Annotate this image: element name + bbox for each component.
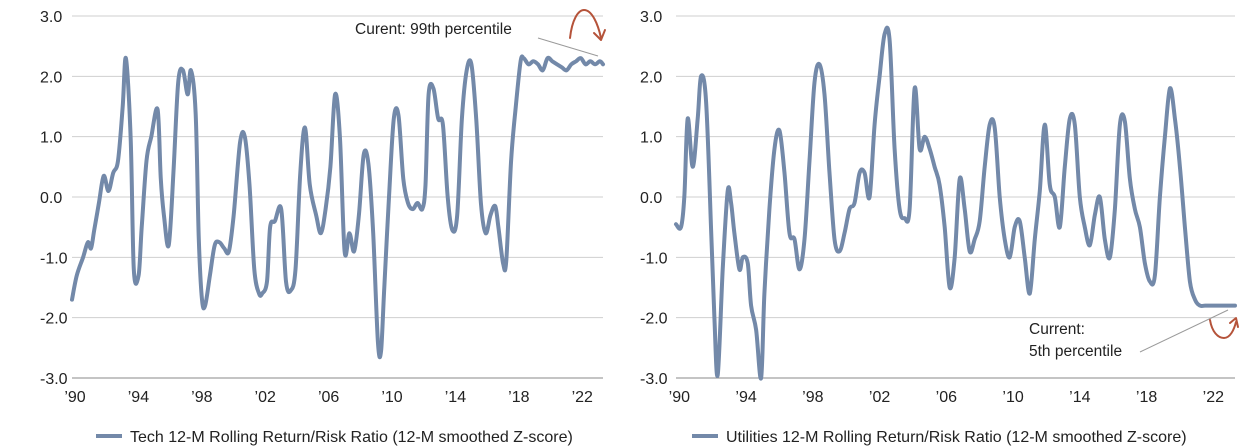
x-tick-label: ’06 [936, 389, 957, 406]
utilities-chart-panel: 3.0 2.0 1.0 0.0 -1.0 -2.0 -3.0’90 ’94 ’98 ’02 ’06 ’… [640, 9, 1239, 446]
annotation-leader [537, 37, 599, 57]
y-tick-label: 3.0 [40, 9, 62, 26]
x-tick-label: ’18 [1136, 389, 1157, 406]
series-line [674, 25, 1237, 381]
x-tick-label: ’90 [669, 389, 690, 406]
downturn-arrow-icon [569, 8, 602, 39]
x-tick-label: ’14 [445, 389, 466, 406]
y-tick-label: 2.0 [40, 69, 62, 86]
x-tick-label: ’06 [318, 389, 339, 406]
y-tick-label: 3.0 [640, 9, 662, 26]
x-tick-label: ’10 [381, 389, 402, 406]
y-tick-label: -1.0 [40, 250, 68, 267]
upturn-arrow-icon [1209, 319, 1237, 340]
y-tick-label: -2.0 [40, 311, 68, 328]
x-tick-label: ’90 [64, 389, 85, 406]
y-tick-label: -2.0 [640, 311, 668, 328]
series-line [70, 54, 605, 360]
x-tick-label: ’02 [869, 389, 890, 406]
arrow-head-icon [593, 29, 606, 41]
annotation-text: Current: [1029, 321, 1085, 338]
y-tick-label: -3.0 [40, 371, 68, 388]
y-tick-label: 0.0 [40, 190, 62, 207]
y-tick-label: 2.0 [640, 69, 662, 86]
x-tick-label: ’02 [255, 389, 276, 406]
x-tick-label: ’22 [572, 389, 593, 406]
annotation-leader [1139, 309, 1229, 353]
x-tick-label: ’98 [191, 389, 212, 406]
legend-label: Tech 12-M Rolling Return/Risk Ratio (12-… [130, 429, 573, 446]
arrow-head-icon [1229, 317, 1239, 328]
legend-label: Utilities 12-M Rolling Return/Risk Ratio… [726, 429, 1187, 446]
annotation-text: Curent: 99th percentile [355, 21, 512, 38]
y-tick-label: -1.0 [640, 250, 668, 267]
x-tick-label: ’94 [735, 389, 756, 406]
tech-chart-panel: 3.0 2.0 1.0 0.0 -1.0 -2.0 -3.0’90 ’94 ’98 ’02 ’06 ’… [40, 8, 606, 446]
annotation-text: 5th percentile [1029, 343, 1122, 360]
x-tick-label: ’14 [1069, 389, 1090, 406]
x-tick-label: ’94 [128, 389, 149, 406]
y-tick-label: 1.0 [40, 130, 62, 147]
x-tick-label: ’22 [1203, 389, 1224, 406]
y-tick-label: -3.0 [640, 371, 668, 388]
y-tick-label: 1.0 [640, 130, 662, 147]
x-tick-label: ’98 [802, 389, 823, 406]
y-tick-label: 0.0 [640, 190, 662, 207]
x-tick-label: ’10 [1002, 389, 1023, 406]
x-tick-label: ’18 [508, 389, 529, 406]
